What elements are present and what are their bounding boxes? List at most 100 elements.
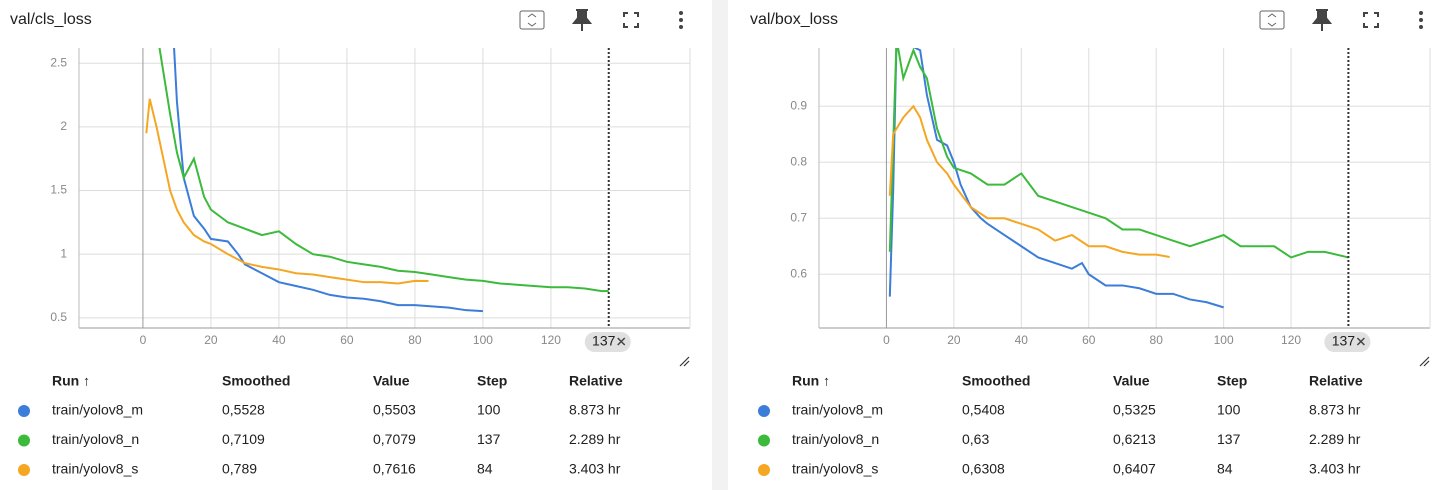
line-series	[145, 98, 429, 285]
panel: val/box_loss 0.6 0.7 0.8 0.9 0 20 40 60 80 100 120 1…	[750, 9, 1431, 477]
fit-domain-button[interactable]	[519, 10, 545, 30]
line-series	[888, 48, 1224, 309]
table-cell: 0,6407	[1113, 461, 1156, 477]
more-button[interactable]	[1419, 11, 1423, 29]
table-header[interactable]: Run ↑	[792, 373, 830, 389]
line-series	[888, 48, 1349, 259]
table-header: Value	[373, 373, 410, 389]
step-chip[interactable]: 137	[1324, 332, 1371, 352]
icon	[623, 12, 639, 28]
run-color-dot	[758, 434, 770, 447]
table-cell: 0,7616	[373, 461, 416, 477]
icon	[679, 25, 683, 29]
fullscreen-button[interactable]	[623, 12, 639, 28]
table-cell: 0,63	[962, 431, 989, 447]
panel-title: val/cls_loss	[10, 11, 92, 28]
x-tick-label: 100	[1214, 333, 1234, 347]
icon	[679, 18, 683, 22]
table-header: Smoothed	[222, 373, 290, 389]
x-tick-label: 80	[1150, 333, 1164, 347]
table-cell: 0,5325	[1113, 402, 1156, 418]
more-button[interactable]	[679, 11, 683, 29]
icon	[571, 9, 593, 31]
table-cell: 0,789	[222, 461, 257, 477]
table-cell: 137	[477, 431, 501, 447]
table-cell: train/yolov8_s	[52, 461, 138, 477]
chip-bg	[584, 332, 631, 352]
x-tick-label: 20	[947, 333, 961, 347]
table-cell: 2.289 hr	[569, 431, 621, 447]
table-cell: 0,7109	[222, 431, 265, 447]
icon	[679, 11, 683, 15]
resize-handle[interactable]	[679, 356, 690, 367]
table-cell: 0,6213	[1113, 431, 1156, 447]
fullscreen-button[interactable]	[1363, 12, 1379, 28]
y-tick-label: 0.6	[790, 266, 807, 280]
step-label: 137	[592, 333, 616, 349]
table-cell: 8.873 hr	[1309, 402, 1361, 418]
fit-domain-button[interactable]	[1259, 10, 1285, 30]
run-color-dot	[18, 434, 30, 447]
icon	[527, 13, 537, 27]
pin-button[interactable]	[1311, 9, 1333, 31]
icon	[1267, 13, 1277, 27]
toolbar	[1259, 9, 1423, 31]
step-chip[interactable]: 137	[584, 332, 631, 352]
resize-handle[interactable]	[1419, 356, 1430, 367]
table-cell: train/yolov8_n	[792, 431, 879, 447]
x-tick-label: 60	[340, 333, 354, 347]
x-tick-label: 40	[1015, 333, 1029, 347]
y-tick-label: 2.5	[50, 55, 67, 69]
x-tick-label: 0	[140, 333, 147, 347]
y-tick-label: 0.7	[790, 210, 807, 224]
table-cell: train/yolov8_m	[792, 402, 883, 418]
table-cell: 100	[477, 402, 501, 418]
line-series	[158, 48, 609, 293]
icon	[1419, 11, 1423, 15]
icon	[1419, 25, 1423, 29]
run-color-dot	[18, 405, 30, 417]
icon	[1311, 9, 1333, 31]
table-cell: 84	[1217, 461, 1233, 477]
table-cell: 84	[477, 461, 493, 477]
line-series	[173, 48, 483, 313]
icon	[1363, 12, 1379, 28]
x-tick-label: 120	[1281, 333, 1301, 347]
table-header: Value	[1113, 373, 1150, 389]
table-header[interactable]: Run ↑	[52, 373, 90, 389]
run-color-dot	[18, 464, 30, 476]
y-tick-label: 2	[60, 119, 67, 133]
table-cell: 0,7079	[373, 431, 416, 447]
y-tick-label: 0.5	[50, 310, 67, 324]
toolbar	[519, 9, 683, 31]
table-cell: 2.289 hr	[1309, 431, 1361, 447]
x-tick-label: 80	[408, 333, 422, 347]
icon	[1419, 18, 1423, 22]
table-header: Smoothed	[962, 373, 1030, 389]
table-header: Relative	[569, 373, 623, 389]
x-tick-label: 60	[1082, 333, 1096, 347]
table-cell: train/yolov8_n	[52, 431, 139, 447]
table-header: Step	[1217, 373, 1247, 389]
icon	[1259, 10, 1285, 30]
table-cell: 0,5503	[373, 402, 416, 418]
x-tick-label: 100	[473, 333, 493, 347]
table-cell: 137	[1217, 431, 1241, 447]
table-cell: 0,5408	[962, 402, 1005, 418]
panel-separator	[712, 0, 728, 490]
table-cell: 0,5528	[222, 402, 265, 418]
y-tick-label: 1	[60, 246, 67, 260]
table-cell: 3.403 hr	[1309, 461, 1361, 477]
table-cell: train/yolov8_s	[792, 461, 878, 477]
table-cell: 8.873 hr	[569, 402, 621, 418]
y-tick-label: 0.8	[790, 154, 807, 168]
pin-button[interactable]	[571, 9, 593, 31]
panel: val/cls_loss 0.5 1 1.5 2 2.5 0 20 40 60 80 100 120 13…	[10, 9, 691, 477]
y-tick-label: 0.9	[790, 98, 807, 112]
table-cell: train/yolov8_m	[52, 402, 143, 418]
table-cell: 100	[1217, 402, 1241, 418]
x-tick-label: 0	[883, 333, 890, 347]
table-header: Step	[477, 373, 507, 389]
close-icon	[1356, 337, 1365, 346]
